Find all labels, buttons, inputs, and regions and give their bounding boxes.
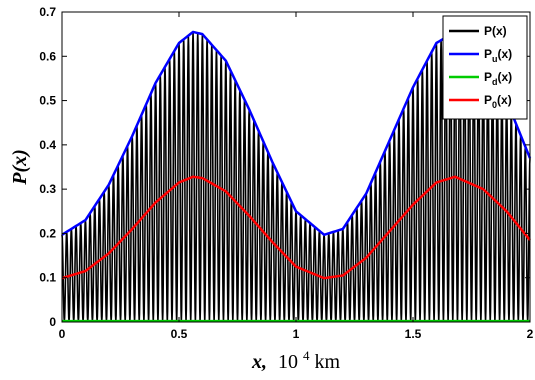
series-line-p0x xyxy=(61,175,531,280)
legend-label-sub: d xyxy=(492,77,498,87)
legend-label-sub: u xyxy=(492,54,498,64)
y-tick-label: 0.2 xyxy=(39,226,56,240)
y-tick-label: 0.1 xyxy=(39,271,56,285)
y-tick-label: 0.5 xyxy=(39,94,56,108)
x-tick-label: 1 xyxy=(293,327,300,341)
x-tick-label: 2 xyxy=(527,327,534,341)
legend-label: P0(x) xyxy=(484,93,512,110)
x-tick-label: 0.5 xyxy=(171,327,188,341)
legend-label-tail: (x) xyxy=(498,70,513,84)
legend-label-base: P(x) xyxy=(484,24,507,38)
legend-box xyxy=(442,15,528,120)
ticks-layer: 0 0.5 1 1.5 2 0 0.1 0.2 0.3 0.4 0.5 0.6 0.7 xyxy=(39,5,533,341)
x-tick-label: 0 xyxy=(59,327,66,341)
y-tick-label: 0.7 xyxy=(39,5,56,19)
legend-label-base: P xyxy=(484,93,492,107)
x-axis-label: x, 10 4 km xyxy=(251,343,341,373)
legend-label-tail: (x) xyxy=(498,47,513,61)
legend: P(x)Pu(x)Pd(x)P0(x) xyxy=(442,15,528,120)
x-tick-label: 1.5 xyxy=(405,327,422,341)
y-axis-label: P(x) xyxy=(9,149,31,186)
legend-label-base: P xyxy=(484,47,492,61)
y-tick-label: 0.4 xyxy=(39,138,56,152)
y-tick-label: 0.6 xyxy=(39,49,56,63)
x-axis-unit-tail: km xyxy=(314,351,340,373)
legend-label-tail: (x) xyxy=(497,93,512,107)
y-tick-label: 0 xyxy=(49,315,56,329)
y-tick-label: 0.3 xyxy=(39,182,56,196)
legend-label: P(x) xyxy=(484,24,507,38)
legend-label-base: P xyxy=(484,70,492,84)
x-axis-var: x, xyxy=(251,351,267,373)
legend-label-sub: 0 xyxy=(492,100,497,110)
x-axis-unit-base: 10 xyxy=(278,351,298,373)
legend-label: Pd(x) xyxy=(484,70,512,87)
legend-label: Pu(x) xyxy=(484,47,512,64)
x-axis-unit-exp: 4 xyxy=(303,348,310,363)
